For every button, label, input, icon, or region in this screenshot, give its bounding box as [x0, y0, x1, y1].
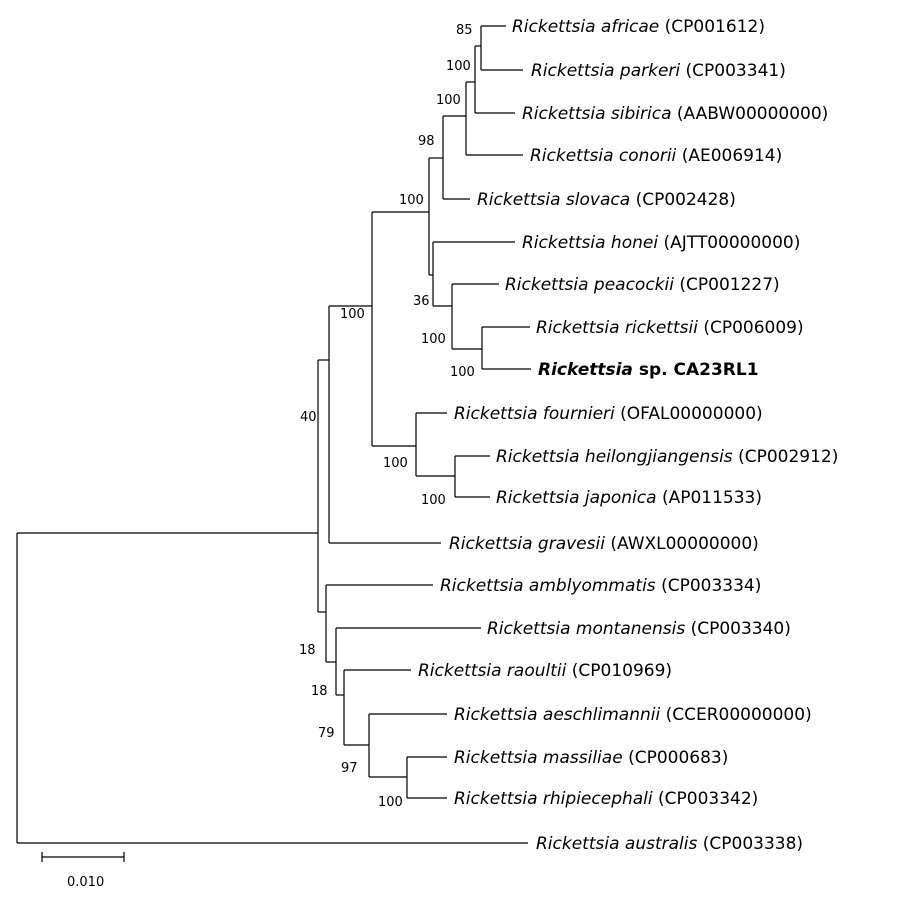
taxon-labels: Rickettsia africae (CP001612) Rickettsia… — [418, 17, 838, 854]
bootstrap-value: 100 — [340, 307, 365, 322]
taxon-label: Rickettsia amblyommatis (CP003334) — [440, 576, 761, 596]
bootstrap-value: 100 — [421, 493, 446, 508]
bootstrap-value: 98 — [418, 134, 435, 149]
taxon-label: Rickettsia raoultii (CP010969) — [418, 661, 672, 681]
bootstrap-value: 36 — [413, 294, 430, 309]
scale-bar: 0.010 — [41, 852, 125, 890]
taxon-label: Rickettsia honei (AJTT00000000) — [522, 233, 800, 253]
bootstrap-value: 79 — [318, 726, 335, 741]
bootstrap-value: 100 — [446, 59, 471, 74]
taxon-label: Rickettsia montanensis (CP003340) — [487, 619, 791, 639]
bootstrap-value: 97 — [341, 761, 358, 776]
taxon-label: Rickettsia parkeri (CP003341) — [531, 61, 786, 81]
taxon-label: Rickettsia gravesii (AWXL00000000) — [449, 534, 759, 554]
taxon-label: Rickettsia massiliae (CP000683) — [454, 748, 728, 768]
taxon-label: Rickettsia aeschlimannii (CCER00000000) — [454, 705, 812, 725]
bootstrap-value: 18 — [311, 684, 328, 699]
taxon-label: Rickettsia sibirica (AABW00000000) — [522, 104, 828, 124]
taxon-label: Rickettsia rickettsii (CP006009) — [536, 318, 804, 338]
taxon-label-highlight: Rickettsia sp. CA23RL1 — [538, 360, 759, 380]
taxon-label: Rickettsia slovaca (CP002428) — [477, 190, 736, 210]
bootstrap-value: 100 — [436, 93, 461, 108]
tree-branches — [16, 25, 531, 844]
taxon-label: Rickettsia peacockii (CP001227) — [505, 275, 780, 295]
bootstrap-value: 100 — [450, 365, 475, 380]
taxon-label: Rickettsia australis (CP003338) — [536, 834, 803, 854]
bootstrap-value: 18 — [299, 643, 316, 658]
taxon-label: Rickettsia fournieri (OFAL00000000) — [454, 404, 763, 424]
taxon-label: Rickettsia heilongjiangensis (CP002912) — [496, 447, 838, 467]
taxon-label: Rickettsia africae (CP001612) — [512, 17, 765, 37]
taxon-label: Rickettsia japonica (AP011533) — [496, 488, 762, 508]
taxon-label: Rickettsia rhipiecephali (CP003342) — [454, 789, 758, 809]
bootstrap-value: 100 — [399, 193, 424, 208]
bootstrap-values: 85 100 100 98 100 36 100 100 100 100 100… — [299, 23, 475, 810]
bootstrap-value: 85 — [456, 23, 473, 38]
bootstrap-value: 100 — [383, 456, 408, 471]
scale-bar-label: 0.010 — [67, 875, 104, 890]
bootstrap-value: 100 — [378, 795, 403, 810]
bootstrap-value: 100 — [421, 332, 446, 347]
taxon-label: Rickettsia conorii (AE006914) — [530, 146, 782, 166]
bootstrap-value: 40 — [300, 410, 317, 425]
